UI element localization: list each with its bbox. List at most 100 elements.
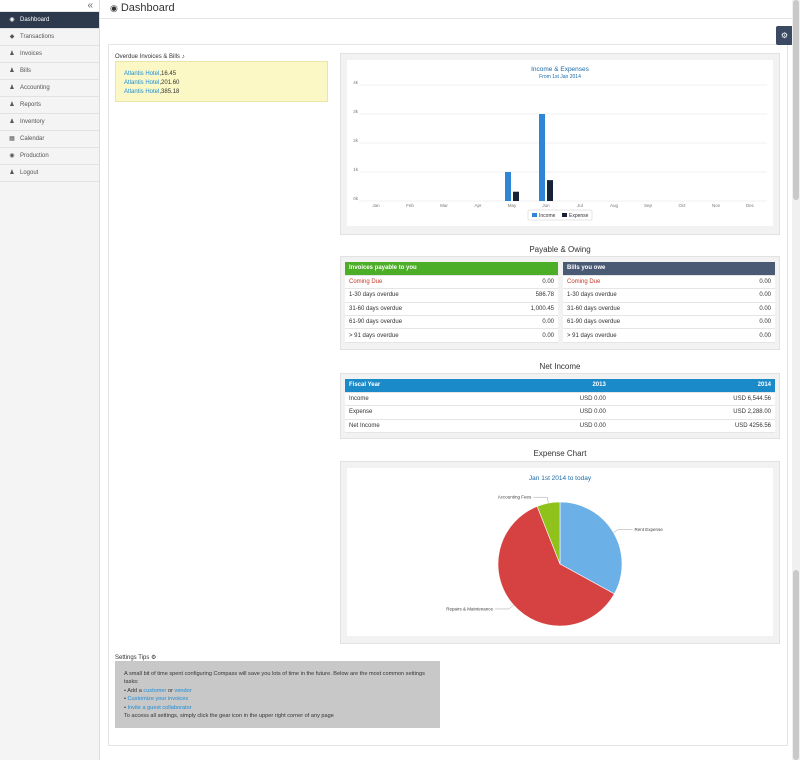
table-cell: USD 0.00	[486, 392, 610, 407]
table-row: Coming Due 0.00	[563, 275, 775, 290]
net-income-header-year: Fiscal Year	[345, 379, 487, 393]
legend-label: Expense	[569, 213, 589, 219]
dashboard-icon: ◉	[9, 153, 15, 159]
settings-tips-box: A small bit of time spent configuring Co…	[115, 661, 440, 728]
settings-gear-button[interactable]: ⚙	[776, 26, 793, 45]
sidebar-item-dashboard[interactable]: ◉ Dashboard	[0, 12, 99, 29]
person-icon: ♟	[9, 51, 15, 57]
sidebar-item-invoices[interactable]: ♟ Invoices	[0, 46, 99, 63]
sidebar-nav: ◉ Dashboard ◆ Transactions ♟ Invoices ♟ Bills ♟ A…	[0, 12, 99, 182]
net-income-header-2013: 2013	[486, 379, 610, 393]
page-scrollbar[interactable]	[792, 0, 800, 760]
chart-title: Income & Expenses	[531, 66, 590, 73]
table-row: 61-90 days overdue 0.00	[563, 315, 775, 330]
y-tick-label: 1k	[353, 167, 359, 172]
table-cell: USD 6,544.56	[609, 392, 775, 407]
net-income-title: Net Income	[539, 362, 581, 371]
legend-label: Income	[539, 213, 556, 219]
calendar-icon: ▦	[9, 136, 15, 142]
payable-table: Invoices payable to you Coming Due 0.00 1-3…	[345, 262, 558, 343]
overdue-item[interactable]: Atlantis Hotel,385.18	[124, 89, 180, 95]
x-tick-label: Jun	[542, 203, 550, 208]
vendor-link[interactable]: vendor	[174, 687, 192, 694]
overdue-item[interactable]: Atlantis Hotel,16.45	[124, 71, 177, 77]
table-row: 1-30 days overdue 586.78	[345, 288, 558, 303]
overdue-item[interactable]: Atlantis Hotel,201.60	[124, 80, 180, 86]
x-tick-label: Apr	[474, 203, 482, 208]
car-icon: ◆	[9, 34, 15, 40]
tips-add-line: • Add a customer or vendor	[124, 687, 192, 694]
x-tick-label: Oct	[678, 203, 686, 208]
overdue-item-link[interactable]: Atlantis Hotel	[124, 89, 160, 95]
row-value: 0.00	[485, 275, 558, 290]
customize-invoices-link[interactable]: Customize your invoices	[127, 696, 189, 703]
x-tick-label: Mar	[440, 203, 448, 208]
x-tick-label: Dec	[746, 203, 755, 208]
bar-income-may	[505, 172, 511, 201]
dashboard-icon: ◉	[110, 3, 118, 13]
row-value: 0.00	[723, 315, 775, 330]
row-value: 0.00	[723, 288, 775, 303]
row-value: 1,000.45	[485, 302, 558, 317]
sidebar-item-label: Logout	[20, 170, 39, 176]
sidebar-item-accounting[interactable]: ♟ Accounting	[0, 80, 99, 97]
collapse-sidebar-button[interactable]: «	[0, 0, 99, 12]
expense-pie-area: Jan 1st 2014 to today Rent Expense Repairs…	[347, 468, 773, 636]
sidebar-item-inventory[interactable]: ♟ Inventory	[0, 114, 99, 131]
tips-outro: To access all settings, simply click the…	[124, 713, 334, 720]
invite-collaborator-link[interactable]: Invite a guest collaborator	[127, 704, 192, 711]
owe-header: Bills you owe	[563, 262, 775, 276]
pie-connector	[613, 529, 633, 533]
x-tick-label: May	[508, 203, 517, 208]
table-row: Coming Due 0.00	[345, 275, 558, 290]
x-tick-label: Sep	[644, 203, 653, 208]
sidebar-item-label: Accounting	[20, 85, 50, 91]
x-tick-label: Feb	[406, 203, 414, 208]
table-cell: USD 0.00	[486, 405, 610, 420]
sidebar-item-transactions[interactable]: ◆ Transactions	[0, 29, 99, 46]
sidebar-item-label: Dashboard	[20, 17, 50, 23]
sidebar-item-calendar[interactable]: ▦ Calendar	[0, 131, 99, 148]
settings-tips-title: Settings Tips ⚙	[115, 655, 157, 661]
table-row: Income USD 0.00 USD 6,544.56	[345, 392, 775, 407]
sidebar-item-logout[interactable]: ♟ Logout	[0, 165, 99, 182]
x-tick-label: Jan	[372, 203, 380, 208]
table-row: 1-30 days overdue 0.00	[563, 288, 775, 303]
table-row: > 91 days overdue 0.00	[345, 328, 558, 343]
bar-income-jun	[539, 114, 545, 201]
y-tick-label: 3k	[353, 109, 359, 114]
person-icon: ♟	[9, 119, 15, 125]
table-row: Expense USD 0.00 USD 2,288.00	[345, 405, 775, 420]
chart-subtitle: From 1st Jan 2014	[539, 74, 581, 80]
row-value: 0.00	[723, 275, 775, 290]
sidebar-item-label: Bills	[20, 68, 32, 74]
sidebar: « ◉ Dashboard ◆ Transactions ♟ Invoices ♟ Bills…	[0, 0, 100, 760]
table-row: 61-90 days overdue 0.00	[345, 315, 558, 330]
row-label: > 91 days overdue	[563, 328, 724, 343]
income-expense-chart-area: Income & Expenses From 1st Jan 2014 0k 1k 2k…	[347, 60, 773, 226]
customer-link[interactable]: customer	[143, 687, 167, 694]
pie-label: Rent Expense	[635, 527, 664, 532]
sidebar-item-label: Transactions	[20, 34, 55, 40]
sidebar-item-production[interactable]: ◉ Production	[0, 148, 99, 165]
pie-connector	[494, 604, 514, 610]
sidebar-item-reports[interactable]: ♟ Reports	[0, 97, 99, 114]
sidebar-item-bills[interactable]: ♟ Bills	[0, 63, 99, 80]
row-value: 0.00	[485, 315, 558, 330]
tips-intro: A small bit of time spent configuring Co…	[124, 671, 425, 686]
overdue-item-link[interactable]: Atlantis Hotel	[124, 80, 160, 86]
sidebar-item-label: Reports	[20, 102, 42, 108]
sidebar-item-label: Calendar	[20, 136, 45, 142]
bar-expense-jun	[547, 180, 553, 201]
sidebar-item-label: Invoices	[20, 51, 43, 57]
overdue-title: Overdue Invoices & Bills ♪	[115, 54, 185, 60]
overdue-item-link[interactable]: Atlantis Hotel	[124, 71, 160, 77]
legend-swatch	[532, 213, 537, 217]
bar-expense-may	[513, 191, 519, 201]
net-income-header-2014: 2014	[609, 379, 775, 393]
row-value: 0.00	[723, 302, 775, 317]
table-cell: Income	[345, 392, 487, 407]
payable-header: Invoices payable to you	[345, 262, 558, 276]
row-value: 586.78	[485, 288, 558, 303]
